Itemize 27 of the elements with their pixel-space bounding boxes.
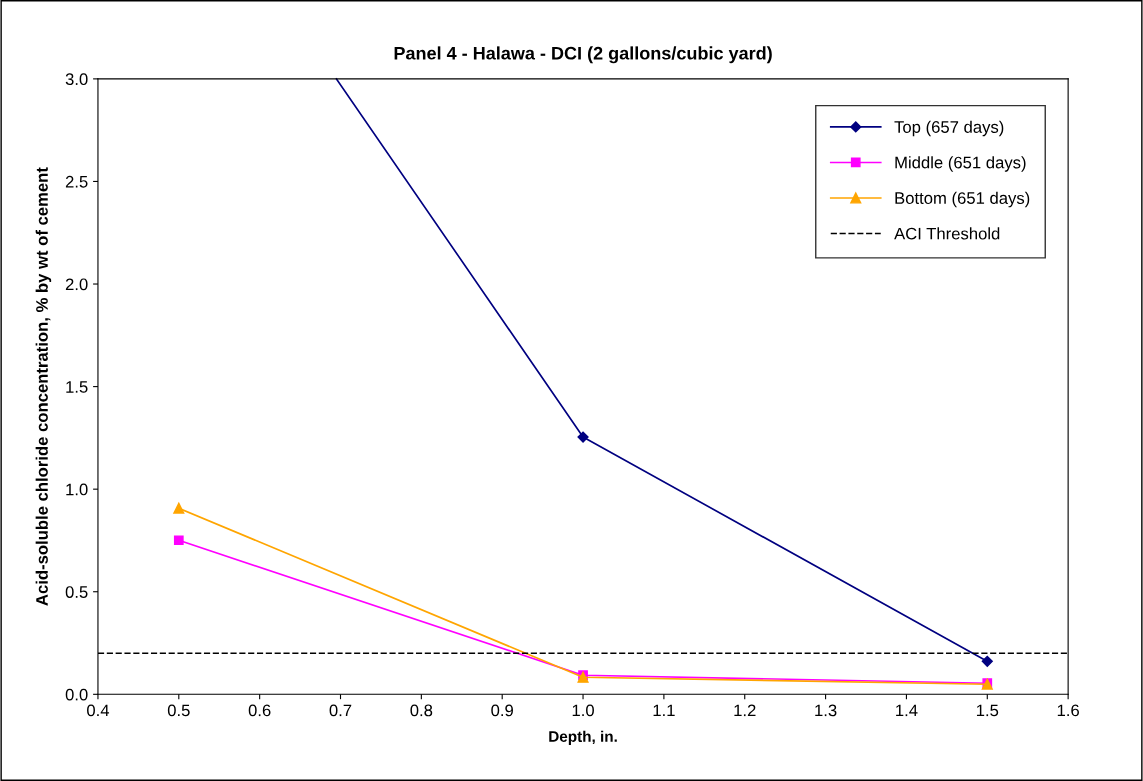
y-tick-label: 1.0 [66,483,88,496]
x-tick-label: 0.6 [248,704,271,717]
legend-label: ACI Threshold [894,227,1000,240]
x-axis-title: Depth, in. [549,730,617,745]
y-axis-title: Acid-soluble chloride concentration, % by wt of cement [35,167,52,606]
y-tick-label: 3.0 [65,73,88,86]
legend-label: Top (657 days) [894,120,1004,137]
x-tick-label: 1.1 [653,704,675,717]
chart-title: Panel 4 - Halawa - DCI (2 gallons/cubic yard) [394,46,772,64]
x-tick-label: 1.0 [572,704,594,717]
legend-label: Middle (651 days) [895,156,1026,172]
y-tick-label: 2.5 [65,175,88,188]
x-tick-label: 1.3 [815,704,837,717]
x-tick-label: 1.6 [1057,704,1079,717]
y-tick-label: 2.0 [65,278,88,291]
x-tick-label: 1.4 [896,704,918,717]
y-tick-label: 0.5 [65,586,88,598]
x-tick-label: 1.2 [734,704,756,717]
y-tick-label: 1.5 [66,381,88,393]
x-tick-label: 0.4 [87,704,110,717]
x-tick-label: 0.5 [167,704,190,717]
legend-label: Bottom (651 days) [895,191,1030,208]
x-tick-label: 0.9 [491,704,513,717]
y-tick-label: 0.0 [65,688,88,701]
x-tick-label: 1.5 [976,704,999,717]
x-tick-label: 0.8 [410,704,433,717]
x-tick-label: 0.7 [329,704,352,717]
